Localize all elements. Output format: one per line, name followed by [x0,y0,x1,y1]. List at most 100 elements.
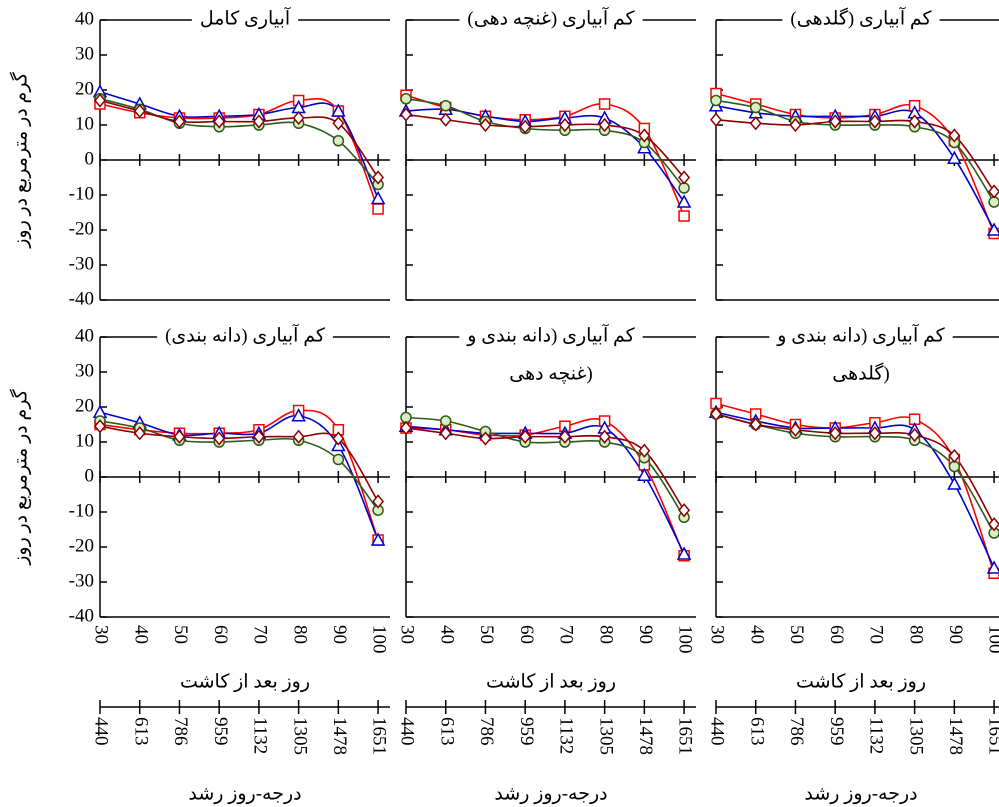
x2-axis-title: درجه-روز رشد [494,783,607,804]
x-axis-title: روز بعد از کاشت [180,671,310,692]
x-tick-label: 50 [786,625,807,644]
x-tick-label: 60 [516,625,537,644]
y-tick-label: 20 [75,78,94,99]
x-tick-label: 70 [866,625,887,644]
x2-tick-label: 440 [707,717,728,746]
x-tick-label: 100 [675,625,696,654]
series-line [405,417,685,557]
marker-diamond [988,184,999,199]
x-tick-label: 100 [369,625,390,654]
panel: -40 -30 -20 -10 0 10 20 30 40 گرم در مترمربع در ر… [8,6,390,309]
x2-tick-label: 1651 [369,717,390,755]
x-tick-label: 40 [130,625,151,644]
y-tick-label: 10 [75,430,94,451]
x-tick-label: 90 [635,625,656,644]
panel-title: کم آبیاری (غنچه دهی) [467,6,635,29]
x2-tick-label: 786 [786,717,807,746]
marker-diamond [638,443,651,458]
x-tick-label: 80 [289,625,310,644]
marker-diamond [94,419,106,434]
marker-diamond [292,110,305,126]
panel-title: کم آبیاری (گلدهی) [790,6,932,29]
marker-diamond [133,103,146,119]
y-tick-label: 40 [75,8,94,29]
title-bg [782,8,940,32]
y-tick-label: -40 [69,605,94,626]
marker-diamond [252,429,265,444]
y-tick-label: 30 [75,360,94,381]
marker-diamond [519,119,532,134]
x-tick-label: 50 [476,625,497,644]
y-tick-label: 10 [75,113,94,134]
marker-circle [400,93,412,105]
marker-diamond [749,116,762,131]
x-tick-label: 70 [250,625,271,644]
marker-diamond [479,117,492,133]
y-tick-label: -30 [69,570,94,591]
marker-diamond [400,420,412,436]
x2-tick-label: 1132 [866,717,887,754]
y-axis-title: گرم در مترمربع در روز [8,388,31,566]
title-bg [157,325,333,349]
marker-diamond [638,128,651,143]
marker-circle [332,135,345,147]
marker-triangle [986,222,999,236]
x2-tick-label: 1305 [595,717,616,755]
marker-triangle [331,103,346,117]
y-tick-label: -30 [69,253,94,274]
x2-tick-label: 1132 [556,717,577,754]
x2-tick-label: 1478 [945,717,966,755]
marker-triangle [291,408,306,422]
marker-diamond [252,114,265,129]
marker-diamond [948,448,961,464]
y-tick-label: -20 [69,535,94,556]
marker-diamond [829,114,842,129]
series-line [715,411,995,569]
x2-tick-label: 786 [476,717,497,746]
marker-diamond [598,117,611,133]
x2-tick-label: 786 [170,717,191,746]
panel: کم آبیاری (غنچه دهی) [398,6,696,301]
marker-diamond [558,429,571,444]
x2-tick-label: 1132 [250,717,271,754]
x2-tick-label: 1651 [985,717,999,755]
marker-triangle [370,190,386,205]
marker-diamond [908,427,921,443]
marker-diamond [213,114,226,129]
marker-triangle [986,560,999,574]
marker-diamond [292,429,305,444]
x2-tick-label: 959 [210,717,231,746]
marker-diamond [173,114,186,129]
panel-title: کم آبیاری (دانه بندی و [776,323,945,346]
x2-tick-label: 1651 [675,717,696,755]
marker-square [678,210,690,222]
marker-diamond [173,429,186,444]
marker-diamond [372,494,385,509]
marker-diamond [948,128,961,143]
series-line [715,413,995,534]
marker-diamond [710,112,722,127]
title-bg [191,8,299,32]
x-tick-label: 100 [985,625,999,654]
panel: 30 40 50 60 70 80 90 100 روز بعد از کاشت 440 613 78… [707,323,999,804]
x2-tick-label: 1305 [289,717,310,755]
panel: -40 -30 -20 -10 0 10 20 30 40 30 40 50 60 70 80 90 100 رو… [8,323,390,804]
x2-tick-label: 1478 [329,717,350,755]
marker-circle [332,453,345,466]
marker-diamond [519,429,532,444]
x2-tick-label: 613 [436,717,457,746]
marker-triangle [676,546,692,560]
marker-diamond [372,170,385,185]
y-tick-label: -10 [69,183,94,204]
x2-tick-label: 1478 [635,717,656,755]
marker-diamond [789,422,802,437]
y-tick-label: 0 [85,465,95,486]
marker-diamond [439,426,452,441]
marker-triangle [637,467,652,481]
marker-circle [749,101,762,114]
x-tick-label: 80 [905,625,926,644]
panel: 30 40 50 60 70 80 90 100 روز بعد از کاشت 440 613 78… [397,323,696,804]
marker-triangle [947,476,962,490]
marker-diamond [678,170,691,185]
x2-tick-label: 959 [516,717,537,746]
